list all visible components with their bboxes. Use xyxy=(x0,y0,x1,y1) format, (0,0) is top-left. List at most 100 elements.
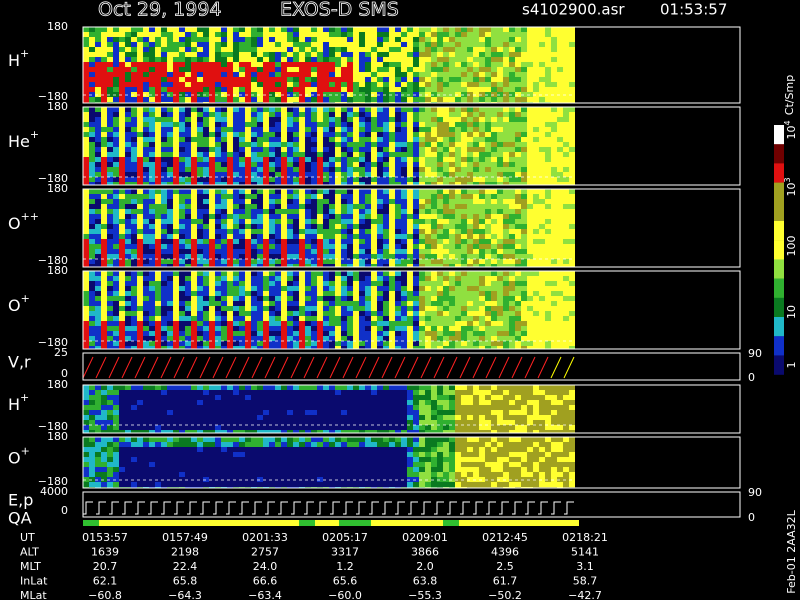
spectrogram-cell xyxy=(515,244,521,249)
spectrogram-cell xyxy=(143,296,149,301)
spectrogram-cell xyxy=(557,67,563,72)
spectrogram-cell xyxy=(191,27,197,32)
spectrogram-cell xyxy=(401,167,407,172)
spectrogram-cell xyxy=(221,326,227,331)
spectrogram-cell xyxy=(167,72,173,77)
spectrogram-cell xyxy=(515,72,521,77)
spectrogram-cell xyxy=(119,189,125,194)
spectrogram-cell xyxy=(431,286,437,291)
spectrogram-cell xyxy=(263,209,269,214)
spectrogram-cell xyxy=(173,336,179,341)
spectrogram-cell xyxy=(95,259,101,264)
spectrogram-cell xyxy=(533,209,539,214)
spectrogram-cell xyxy=(263,264,269,267)
spectrogram-cell xyxy=(563,157,569,162)
spectrogram-cell xyxy=(569,62,575,67)
spectrogram-cell xyxy=(245,286,251,291)
spectrogram-cell xyxy=(413,172,419,177)
spectrogram-cell xyxy=(383,199,389,204)
spectrogram-cell xyxy=(413,177,419,182)
spectrogram-cell xyxy=(503,152,509,157)
spectrogram-cell xyxy=(107,189,113,194)
spectrogram-cell xyxy=(83,189,89,194)
spectrogram-cell xyxy=(329,271,335,276)
spectrogram-cell xyxy=(407,112,413,117)
spectrogram-cell xyxy=(551,142,557,147)
spectrogram-cell xyxy=(335,229,341,234)
spectrogram-cell xyxy=(323,199,329,204)
spectrogram-cell xyxy=(539,182,545,185)
spectrogram-cell xyxy=(263,72,269,77)
spectrogram-cell xyxy=(377,77,383,82)
spectrogram-cell xyxy=(137,32,143,37)
spectrogram-cell xyxy=(383,336,389,341)
spectrogram-cell xyxy=(251,316,257,321)
spectrogram-cell xyxy=(341,77,347,82)
spectrogram-cell xyxy=(179,264,185,267)
spectrogram-cell xyxy=(317,152,323,157)
spectrogram-cell xyxy=(401,32,407,37)
spectrogram-cell xyxy=(461,157,467,162)
spectrogram-cell xyxy=(185,182,191,185)
spectrogram-cell xyxy=(341,276,347,281)
spectrogram-cell xyxy=(443,47,449,52)
spectrogram-cell xyxy=(395,162,401,167)
spectrogram-cell xyxy=(251,254,257,259)
spectrogram-cell xyxy=(377,62,383,67)
spectrogram-cell xyxy=(209,147,215,152)
spectrogram-cell xyxy=(221,229,227,234)
spectrogram-cell xyxy=(491,97,497,102)
spectrogram-cell xyxy=(533,82,539,87)
spectrogram-cell xyxy=(371,199,377,204)
spectrogram-cell xyxy=(401,132,407,137)
spectrogram-cell xyxy=(569,214,575,219)
spectrogram-cell xyxy=(335,259,341,264)
spectrogram-cell xyxy=(539,112,545,117)
spectrogram-cell xyxy=(281,209,287,214)
spectrogram-cell xyxy=(227,82,233,87)
spectrogram-cell xyxy=(95,224,101,229)
spectrogram-cell xyxy=(281,346,287,349)
spectrogram-cell xyxy=(569,259,575,264)
spectrogram-cell xyxy=(431,311,437,316)
spectrogram-cell xyxy=(341,32,347,37)
spectrogram-cell xyxy=(347,199,353,204)
spectrogram-cell xyxy=(479,264,485,267)
spectrogram-cell xyxy=(431,296,437,301)
spectrogram-cell xyxy=(131,264,137,267)
spectrogram-cell xyxy=(149,244,155,249)
spectrogram-cell xyxy=(479,97,485,102)
spectrogram-cell xyxy=(401,254,407,259)
spectrogram-cell xyxy=(137,82,143,87)
spectrogram-cell xyxy=(299,27,305,32)
spectrogram-cell xyxy=(365,311,371,316)
spectrogram-cell xyxy=(119,341,125,346)
spectrogram-cell xyxy=(257,291,263,296)
spectrogram-cell xyxy=(305,117,311,122)
spectrogram-cell xyxy=(347,291,353,296)
spectrogram-cell xyxy=(539,229,545,234)
spectrogram-cell xyxy=(359,47,365,52)
spectrogram-cell xyxy=(251,137,257,142)
spectrogram-cell xyxy=(497,117,503,122)
spectrogram-cell xyxy=(323,62,329,67)
spectrogram-cell xyxy=(257,117,263,122)
spectrogram-cell xyxy=(113,189,119,194)
spectrogram-cell xyxy=(407,132,413,137)
spectrogram-cell xyxy=(209,107,215,112)
spectrogram-cell xyxy=(473,296,479,301)
spectrogram-cell xyxy=(167,286,173,291)
spectrogram-cell xyxy=(425,254,431,259)
spectrogram-cell xyxy=(191,259,197,264)
spectrogram-cell xyxy=(389,219,395,224)
spectrogram-cell xyxy=(443,67,449,72)
spectrogram-cell xyxy=(455,321,461,326)
spectrogram-cell xyxy=(533,259,539,264)
spectrogram-cell xyxy=(443,147,449,152)
spectrogram-cell xyxy=(467,72,473,77)
spectrogram-cell xyxy=(191,311,197,316)
spectrogram-cell xyxy=(353,157,359,162)
spectrogram-cell xyxy=(305,326,311,331)
spectrogram-cell xyxy=(245,204,251,209)
spectrogram-cell xyxy=(455,167,461,172)
